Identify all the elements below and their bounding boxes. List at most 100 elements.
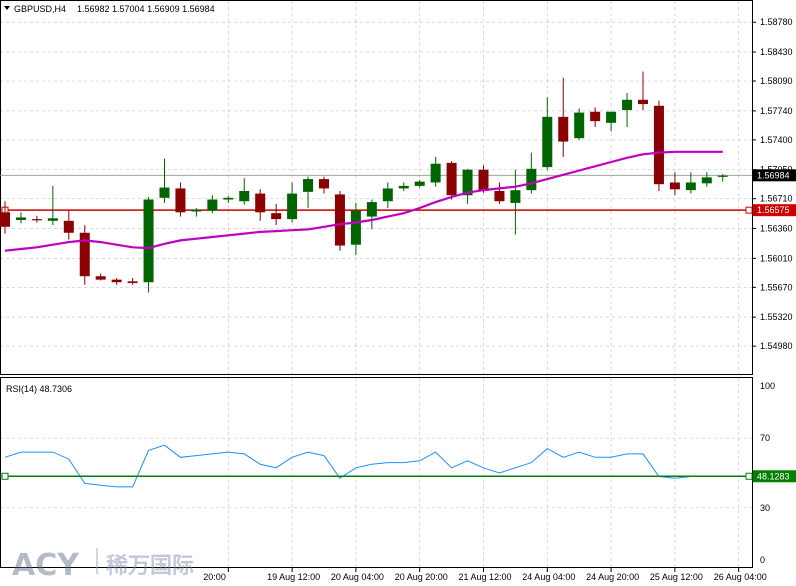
candle bbox=[446, 161, 457, 200]
candle bbox=[590, 107, 601, 128]
candle bbox=[478, 165, 489, 193]
candle bbox=[701, 172, 712, 187]
candle-body bbox=[223, 197, 234, 200]
candle bbox=[47, 185, 58, 226]
candle bbox=[398, 182, 409, 191]
candle-body bbox=[334, 194, 345, 246]
candle-body bbox=[111, 279, 122, 283]
moving-average-line bbox=[4, 150, 723, 252]
candle-body bbox=[590, 111, 601, 122]
candle-body bbox=[606, 111, 617, 123]
candle-body bbox=[542, 116, 553, 168]
rsi-tick-label: 30 bbox=[760, 503, 770, 513]
candle-body bbox=[430, 163, 441, 183]
candle bbox=[31, 215, 42, 223]
candle bbox=[510, 169, 521, 235]
candle-body bbox=[319, 179, 329, 189]
price-tick-label: 1.58430 bbox=[760, 47, 793, 57]
candle bbox=[653, 100, 664, 191]
candle bbox=[319, 176, 329, 194]
candle-body bbox=[350, 210, 361, 245]
candle-body bbox=[622, 99, 633, 111]
time-tick-label: 20 Aug 04:00 bbox=[331, 572, 384, 582]
rsi-tick-label: 0 bbox=[760, 555, 765, 565]
candle-body bbox=[63, 220, 74, 233]
candle bbox=[414, 179, 425, 188]
candle-body bbox=[366, 202, 377, 217]
dropdown-triangle-icon[interactable] bbox=[4, 6, 10, 10]
candle-body bbox=[175, 188, 186, 213]
svg-text:ACY: ACY bbox=[12, 548, 80, 583]
candle-body bbox=[558, 116, 569, 142]
rsi-axis: 100 70 30 0 bbox=[760, 381, 775, 565]
svg-text:1.56984: 1.56984 bbox=[757, 170, 790, 180]
price-tick-label: 1.56360 bbox=[760, 224, 793, 234]
candle-body bbox=[446, 162, 457, 196]
candle-body bbox=[574, 112, 585, 139]
price-tick-label: 1.57400 bbox=[760, 135, 793, 145]
candle-body bbox=[191, 209, 202, 212]
time-tick-label: 19 Aug 12:00 bbox=[267, 572, 320, 582]
candle bbox=[287, 182, 298, 223]
candle bbox=[350, 202, 361, 255]
hline-right-handle[interactable] bbox=[745, 206, 753, 214]
candle bbox=[638, 71, 648, 111]
candle-body bbox=[653, 105, 664, 185]
candle-body bbox=[398, 185, 409, 189]
candle-body bbox=[717, 175, 728, 177]
candle-body bbox=[79, 232, 90, 277]
candle-body bbox=[239, 191, 250, 202]
candle bbox=[0, 201, 10, 234]
current-price-tag: 1.56984 bbox=[753, 169, 796, 182]
candle bbox=[622, 92, 633, 128]
rsi-level-right-handle[interactable] bbox=[745, 472, 753, 480]
candle bbox=[175, 182, 186, 217]
price-tick-label: 1.56710 bbox=[760, 194, 793, 204]
price-panel-frame bbox=[0, 0, 753, 375]
candle bbox=[207, 195, 218, 214]
candle-body bbox=[685, 182, 696, 191]
rsi-tick-label: 70 bbox=[760, 433, 770, 443]
candle-body bbox=[207, 199, 218, 211]
price-tick-label: 1.56010 bbox=[760, 253, 793, 263]
time-tick-label: 24 Aug 20:00 bbox=[586, 572, 639, 582]
candle bbox=[223, 196, 234, 203]
rsi-level-left-handle[interactable] bbox=[1, 472, 9, 480]
candle-body bbox=[287, 193, 298, 220]
candle-body bbox=[255, 193, 266, 213]
candle bbox=[111, 277, 122, 285]
price-tick-label: 1.58090 bbox=[760, 76, 793, 86]
candle bbox=[127, 277, 138, 285]
candle bbox=[239, 178, 250, 205]
candle-body bbox=[638, 99, 648, 105]
price-tick-label: 1.57740 bbox=[760, 106, 793, 116]
time-tick-label: 20 Aug 20:00 bbox=[395, 572, 448, 582]
candle bbox=[526, 152, 537, 194]
candles bbox=[0, 71, 728, 293]
hline-price-tag: 1.56575 bbox=[753, 204, 796, 217]
candle bbox=[334, 191, 345, 251]
candle-body bbox=[526, 168, 537, 191]
candle bbox=[606, 111, 617, 132]
candle bbox=[143, 196, 154, 293]
chart-header[interactable]: GBPUSD,H4 1.56982 1.57004 1.56909 1.5698… bbox=[4, 4, 215, 14]
candle-body bbox=[143, 199, 154, 283]
candle bbox=[494, 182, 505, 204]
candle-body bbox=[303, 179, 314, 192]
ohlc-values: 1.56982 1.57004 1.56909 1.56984 bbox=[77, 4, 215, 14]
candle-body bbox=[494, 191, 505, 202]
candle-body bbox=[95, 276, 106, 280]
rsi-line bbox=[4, 444, 723, 488]
candle bbox=[255, 189, 266, 221]
candle-body bbox=[159, 187, 170, 198]
candle-body bbox=[382, 188, 393, 202]
candle-body bbox=[31, 219, 42, 221]
candle-body bbox=[510, 190, 521, 203]
candle bbox=[685, 172, 696, 194]
price-axis: 1.587801.584301.580901.577401.574001.570… bbox=[752, 17, 793, 351]
candle-body bbox=[127, 281, 138, 284]
time-tick-label: 26 Aug 04:00 bbox=[714, 572, 767, 582]
candle bbox=[159, 158, 170, 203]
candle bbox=[271, 203, 282, 226]
